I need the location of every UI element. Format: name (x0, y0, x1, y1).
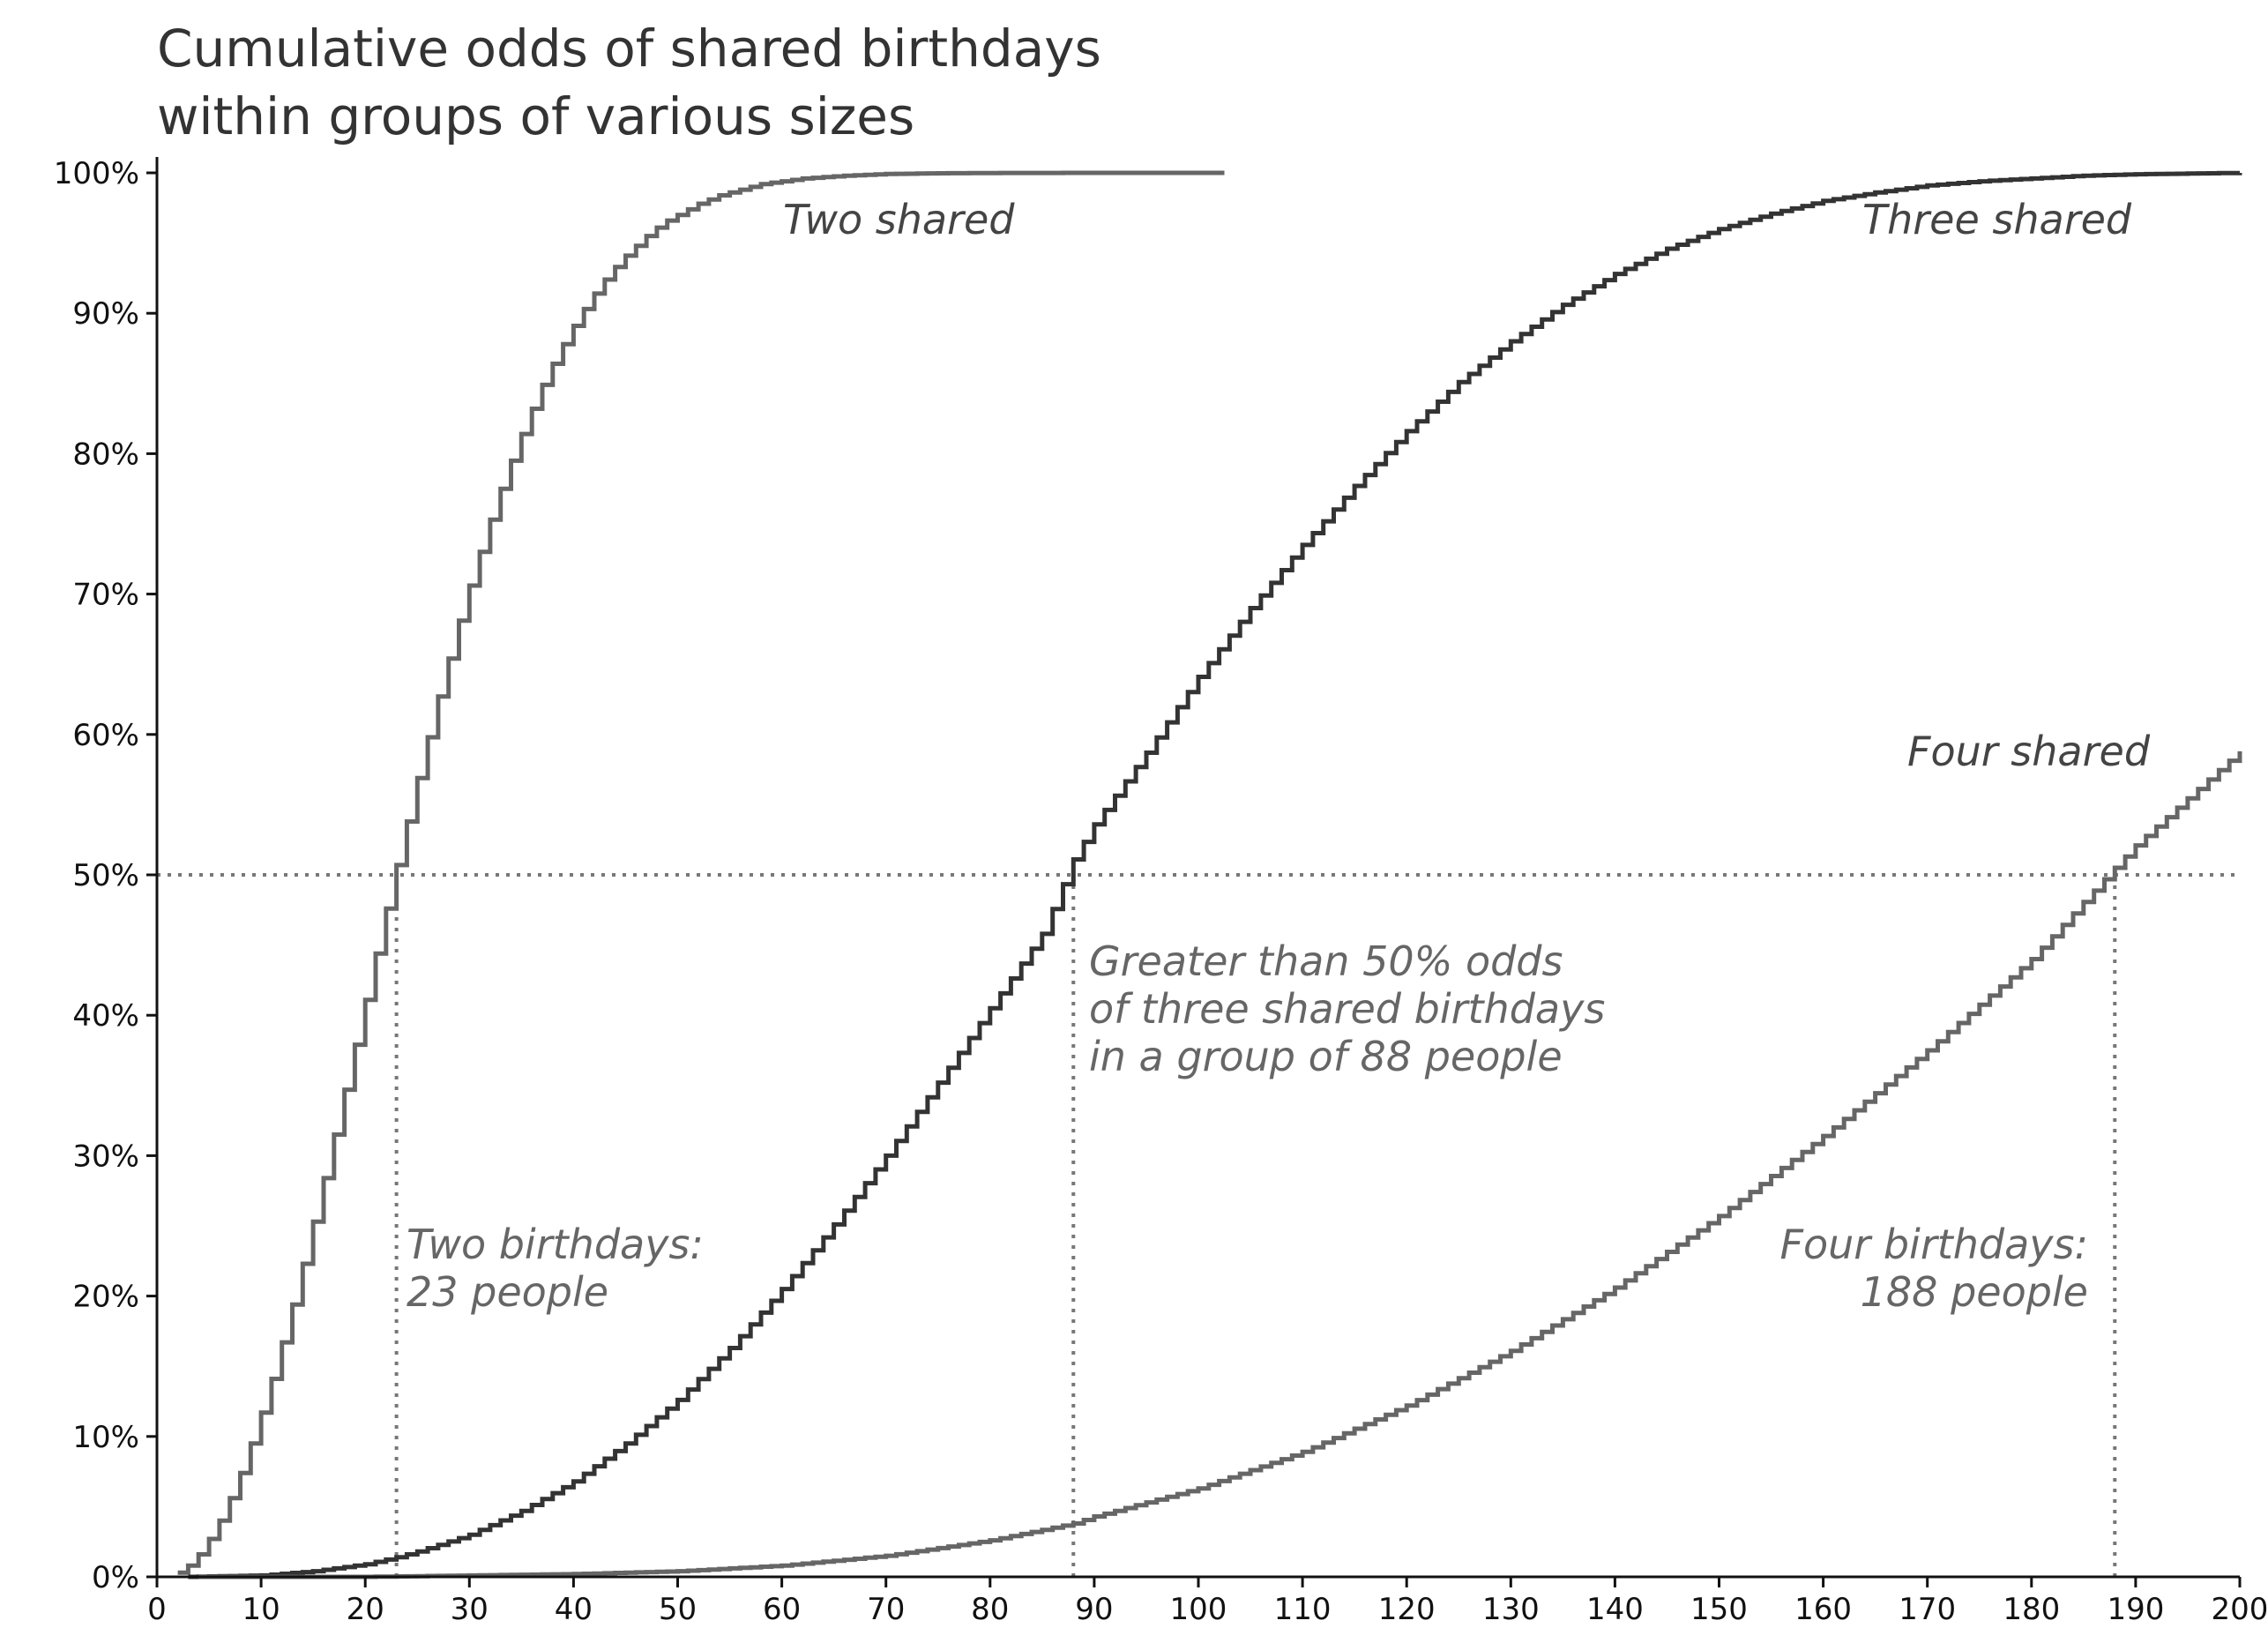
annotation-two-line-2: 23 people (407, 1268, 608, 1316)
chart-title-line-2: within groups of various sizes (157, 86, 914, 146)
annotation-three-line-3: in a group of 88 people (1089, 1033, 1563, 1080)
series-line-four-shared (198, 751, 2242, 1580)
x-tick-label: 100 (1170, 1592, 1227, 1627)
x-tick-label: 90 (1075, 1592, 1113, 1627)
x-tick-label: 180 (2003, 1592, 2060, 1627)
series-label-four-shared: Four shared (1907, 728, 2151, 775)
y-tick-label: 20% (72, 1280, 139, 1315)
x-tick-label: 30 (451, 1592, 489, 1627)
reference-lines (157, 873, 2240, 1577)
x-tick-label: 110 (1274, 1592, 1332, 1627)
x-tick-label: 40 (555, 1592, 593, 1627)
x-tick-label: 130 (1482, 1592, 1540, 1627)
y-tick-label: 30% (72, 1139, 139, 1174)
y-tick-label: 50% (72, 858, 139, 893)
series-line-three-shared (188, 170, 2242, 1580)
x-tick-label: 10 (242, 1592, 280, 1627)
annotations: Two birthdays: 23 people Greater than 50… (407, 937, 2088, 1316)
y-tick-label: 70% (72, 578, 139, 613)
y-tick-label: 10% (72, 1420, 139, 1455)
y-tick-label: 60% (72, 718, 139, 753)
annotation-four-line-1: Four birthdays: (1780, 1221, 2088, 1268)
x-tick-label: 140 (1586, 1592, 1644, 1627)
x-tick-label: 120 (1378, 1592, 1436, 1627)
annotation-three-birthdays: Greater than 50% odds of three shared bi… (1089, 937, 1605, 1080)
y-tick-label: 0% (92, 1560, 139, 1595)
y-ticks: 0% 10% 20% 30% 40% 50% 60% 70% 80% 90% 100% (54, 156, 157, 1595)
x-tick-label: 80 (971, 1592, 1009, 1627)
series-labels: Two shared Three shared Four shared (783, 196, 2151, 775)
x-tick-label: 20 (347, 1592, 384, 1627)
annotation-two-line-1: Two birthdays: (407, 1221, 704, 1268)
x-tick-label: 170 (1899, 1592, 1956, 1627)
chart-title-line-1: Cumulative odds of shared birthdays (157, 19, 1101, 78)
annotation-three-line-1: Greater than 50% odds (1089, 937, 1563, 985)
annotation-two-birthdays: Two birthdays: 23 people (407, 1221, 704, 1316)
series-group (177, 170, 2242, 1580)
x-tick-label: 50 (659, 1592, 697, 1627)
series-label-three-shared: Three shared (1862, 196, 2132, 243)
annotation-four-birthdays: Four birthdays: 188 people (1780, 1221, 2088, 1316)
y-tick-label: 40% (72, 998, 139, 1034)
x-ticks: 0 10 20 30 40 50 60 70 80 90 100 110 120 130 140 150 160… (147, 1577, 2268, 1627)
x-tick-label: 70 (867, 1592, 905, 1627)
x-tick-label: 160 (1794, 1592, 1852, 1627)
annotation-three-line-2: of three shared birthdays (1089, 985, 1605, 1033)
annotation-four-line-2: 188 people (1861, 1268, 2088, 1316)
x-tick-label: 150 (1690, 1592, 1748, 1627)
x-tick-label: 60 (763, 1592, 801, 1627)
series-line-two-shared (177, 170, 1225, 1575)
x-tick-label: 190 (2107, 1592, 2164, 1627)
axes (155, 157, 2240, 1579)
x-tick-label: 200 (2212, 1592, 2268, 1627)
chart-title: Cumulative odds of shared birthdays with… (157, 19, 1101, 146)
y-tick-label: 90% (72, 296, 139, 332)
series-label-two-shared: Two shared (783, 196, 1015, 243)
y-tick-label: 80% (72, 437, 139, 472)
y-tick-label: 100% (54, 156, 139, 191)
x-tick-label: 0 (147, 1592, 167, 1627)
